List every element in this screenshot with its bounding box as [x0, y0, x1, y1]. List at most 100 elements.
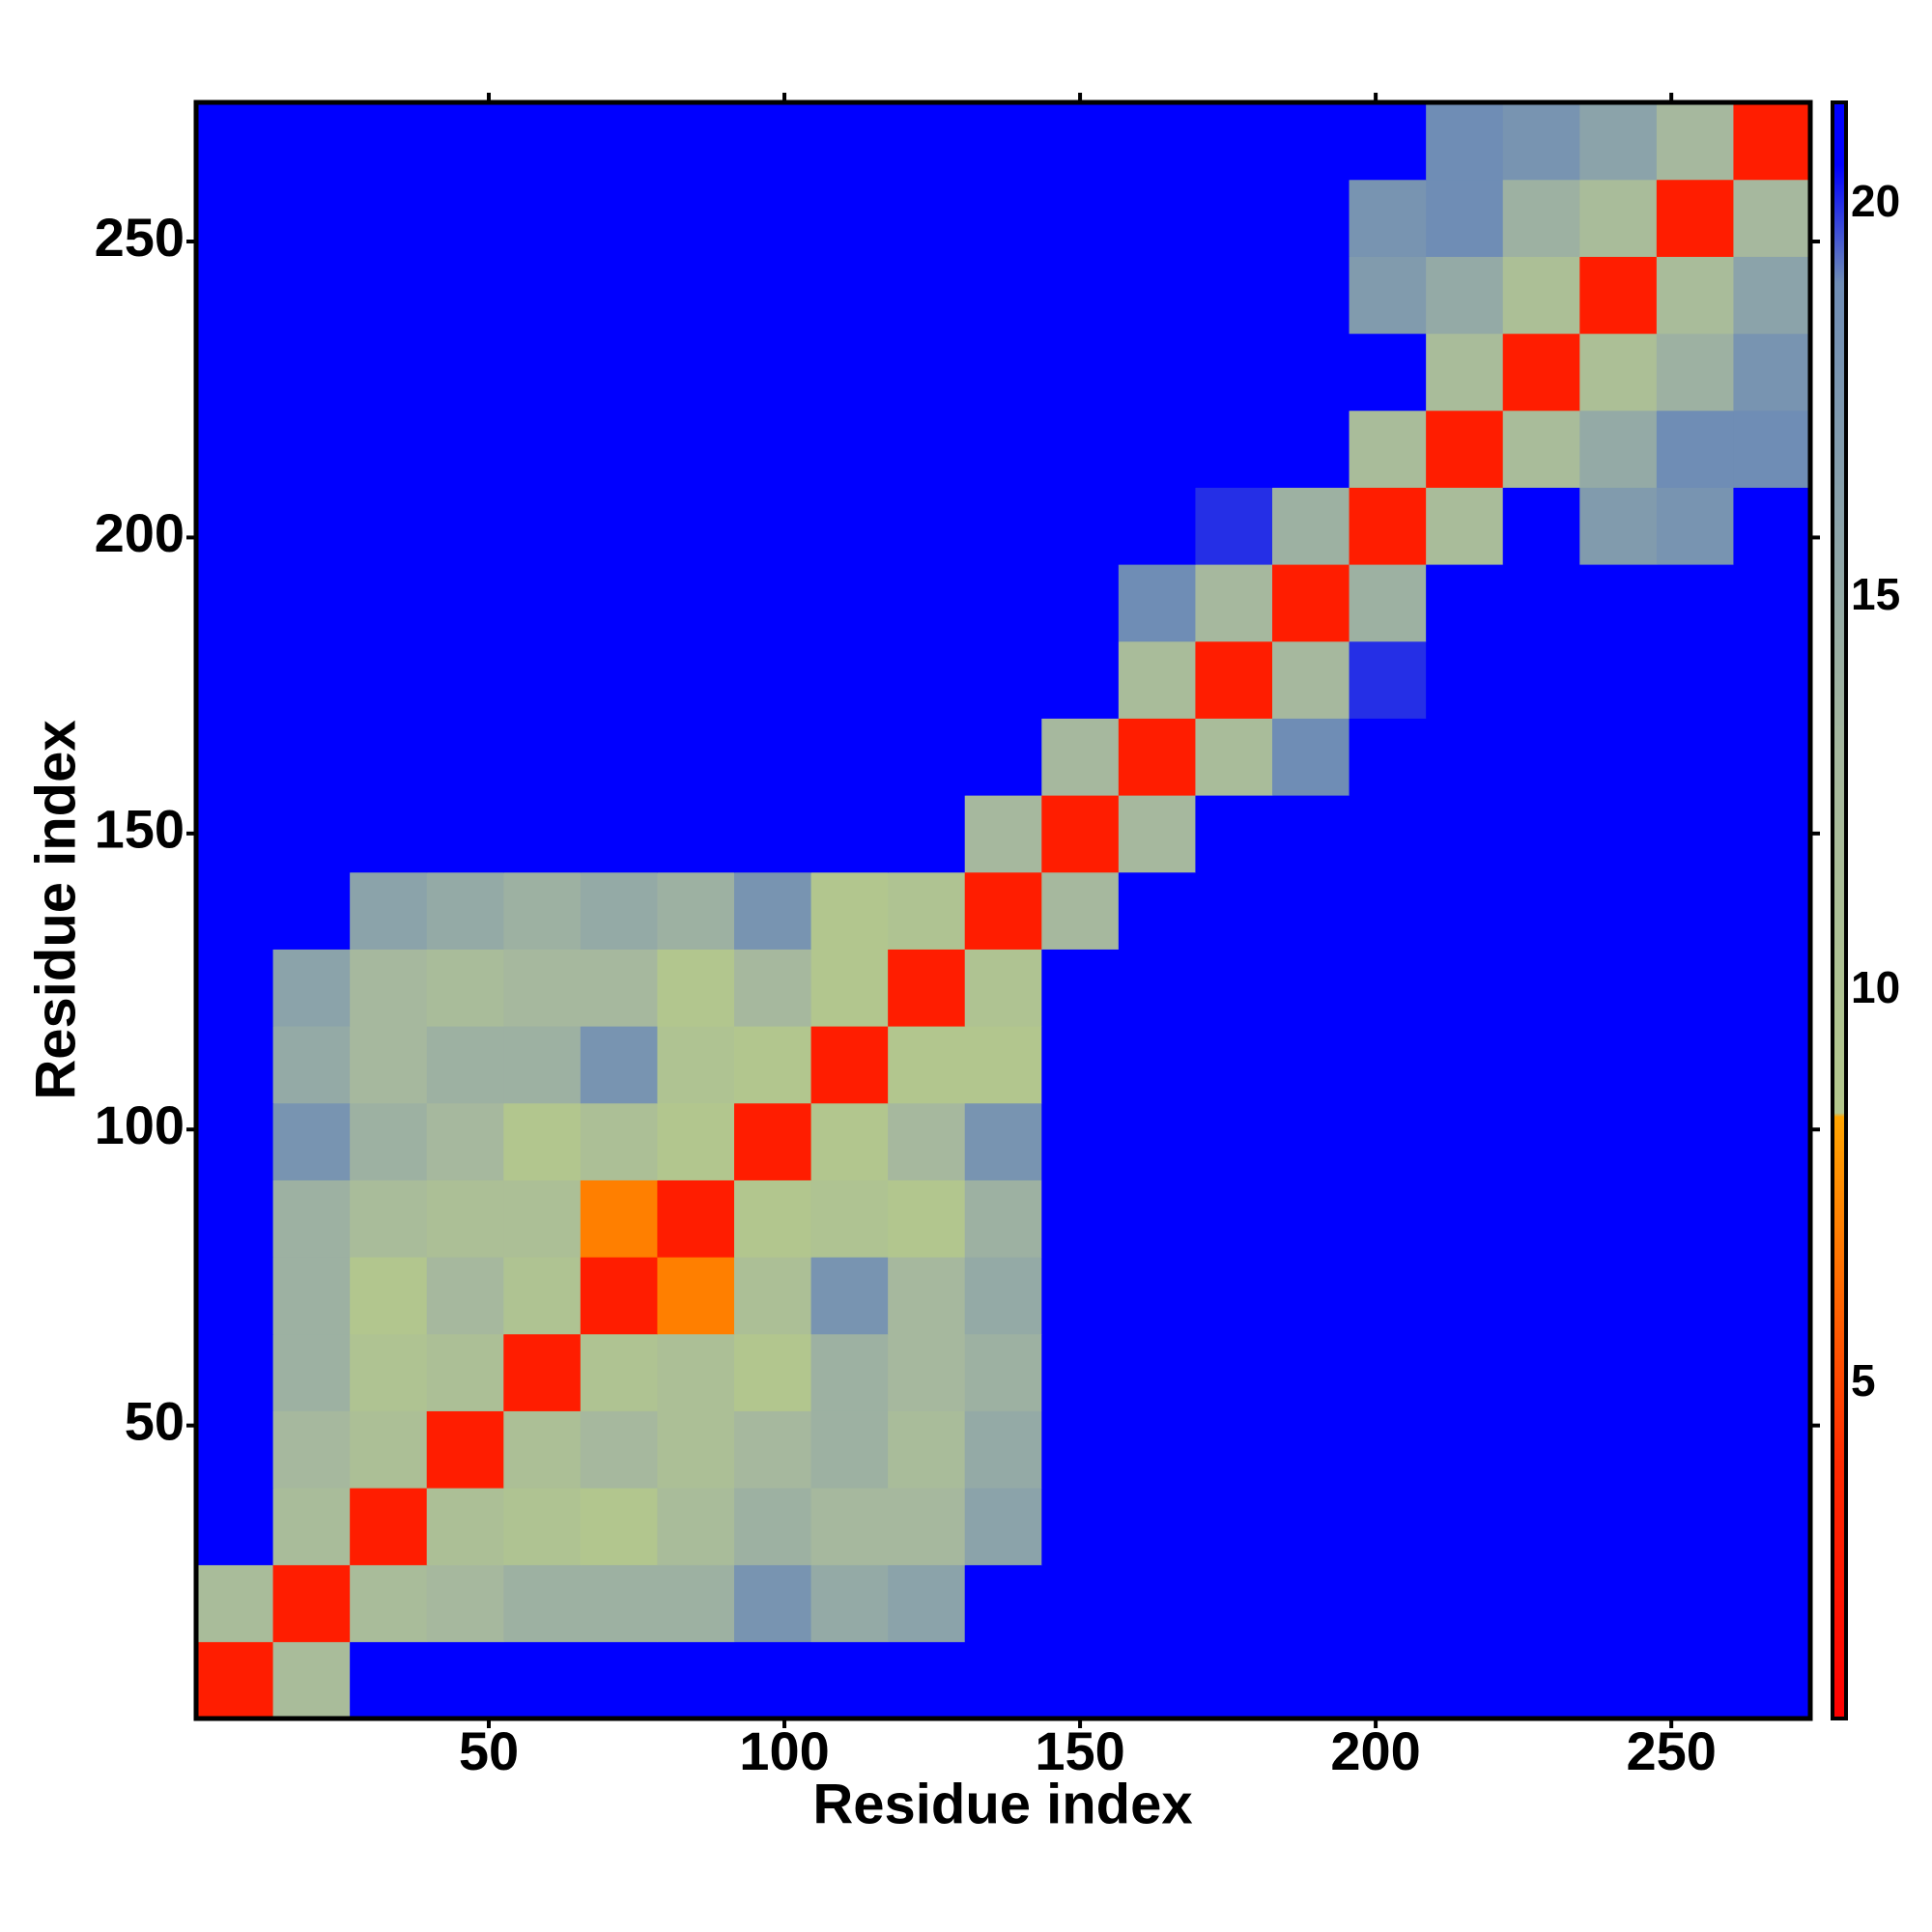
heatmap-cell [1656, 1564, 1735, 1642]
heatmap-cell [1041, 1641, 1120, 1719]
heatmap-cell [1502, 1488, 1580, 1566]
heatmap-cell [657, 333, 735, 412]
heatmap-cell [503, 256, 582, 334]
heatmap-cell [1579, 1257, 1658, 1335]
heatmap-cell [1272, 333, 1350, 412]
heatmap-cell [196, 1257, 274, 1335]
heatmap-cell [196, 640, 274, 719]
heatmap-cell [888, 1179, 966, 1258]
heatmap-cell [1733, 102, 1811, 181]
heatmap-cell [1041, 487, 1120, 565]
heatmap-cell [734, 949, 812, 1027]
heatmap-cell [1579, 102, 1658, 181]
heatmap-cell [1656, 256, 1735, 334]
heatmap-cell [1195, 1179, 1273, 1258]
heatmap-cell [964, 640, 1042, 719]
heatmap-cell [426, 256, 504, 334]
heatmap-cell [734, 564, 812, 642]
heatmap-cell [1041, 718, 1120, 796]
heatmap-cell [1502, 1102, 1580, 1180]
heatmap-cell [1426, 718, 1504, 796]
heatmap-cell [350, 1410, 428, 1489]
x-tick-label: 100 [739, 1720, 829, 1781]
heatmap-cell [1118, 871, 1197, 950]
heatmap-cell [810, 179, 889, 257]
heatmap-cell [1349, 640, 1427, 719]
heatmap-cell [580, 564, 659, 642]
heatmap-cell [734, 871, 812, 950]
heatmap-cell [196, 1179, 274, 1258]
heatmap-cell [1579, 1102, 1658, 1180]
heatmap-cell [272, 564, 351, 642]
heatmap-cell [272, 795, 351, 873]
heatmap-cell [964, 1179, 1042, 1258]
heatmap-cell [1733, 1333, 1811, 1411]
heatmap-cell [1426, 1026, 1504, 1104]
heatmap-cell [1041, 256, 1120, 334]
heatmap-cell [272, 718, 351, 796]
heatmap-cell [1579, 1179, 1658, 1258]
heatmap-cell [503, 487, 582, 565]
heatmap-cell [734, 410, 812, 488]
heatmap-cell [1272, 564, 1350, 642]
heatmap-cell [734, 795, 812, 873]
heatmap-cell [1733, 256, 1811, 334]
heatmap-cell [888, 1488, 966, 1566]
heatmap-cell [1195, 1257, 1273, 1335]
heatmap-cell [196, 333, 274, 412]
heatmap-cell [1733, 640, 1811, 719]
heatmap-cell [350, 1257, 428, 1335]
heatmap-cell [580, 640, 659, 719]
heatmap-cell [1041, 795, 1120, 873]
heatmap-cell [888, 179, 966, 257]
heatmap-cell [1349, 871, 1427, 950]
heatmap-cell [272, 1564, 351, 1642]
heatmap-cell [1118, 1333, 1197, 1411]
heatmap-cell [1733, 564, 1811, 642]
heatmap-cell [1426, 1488, 1504, 1566]
heatmap-cell [503, 333, 582, 412]
heatmap-cell [580, 1564, 659, 1642]
heatmap-cell [350, 256, 428, 334]
heatmap-cell [1195, 871, 1273, 950]
heatmap-cell [1502, 179, 1580, 257]
heatmap-cell [196, 1488, 274, 1566]
heatmap-cell [1502, 1564, 1580, 1642]
heatmap-cell [426, 640, 504, 719]
heatmap-cell [888, 1026, 966, 1104]
heatmap-cell [1502, 487, 1580, 565]
x-tick-label: 250 [1626, 1720, 1716, 1781]
heatmap-cell [1733, 1410, 1811, 1489]
heatmap-cell [964, 1026, 1042, 1104]
heatmap-cell [1195, 487, 1273, 565]
heatmap-cell [426, 1410, 504, 1489]
heatmap-cell [1579, 795, 1658, 873]
heatmap [196, 102, 1811, 1719]
heatmap-cell [1502, 102, 1580, 181]
heatmap-cell [426, 718, 504, 796]
heatmap-cell [810, 333, 889, 412]
heatmap-cell [657, 640, 735, 719]
heatmap-cell [1272, 871, 1350, 950]
heatmap-cell [1041, 1488, 1120, 1566]
heatmap-cell [1579, 1564, 1658, 1642]
heatmap-cell [196, 564, 274, 642]
heatmap-cell [503, 1410, 582, 1489]
heatmap-cell [1118, 256, 1197, 334]
heatmap-cell [964, 102, 1042, 181]
heatmap-cell [1041, 333, 1120, 412]
heatmap-cell [1195, 795, 1273, 873]
heatmap-cell [1349, 256, 1427, 334]
heatmap-cell [1733, 1102, 1811, 1180]
y-tick-label: 100 [95, 1094, 185, 1155]
heatmap-cell [888, 564, 966, 642]
heatmap-cell [1118, 333, 1197, 412]
heatmap-cell [1272, 718, 1350, 796]
heatmap-cell [734, 487, 812, 565]
heatmap-cell [503, 1333, 582, 1411]
heatmap-cell [1733, 795, 1811, 873]
heatmap-cell [503, 1179, 582, 1258]
heatmap-cell [1349, 949, 1427, 1027]
heatmap-cell [272, 949, 351, 1027]
heatmap-cell [426, 487, 504, 565]
